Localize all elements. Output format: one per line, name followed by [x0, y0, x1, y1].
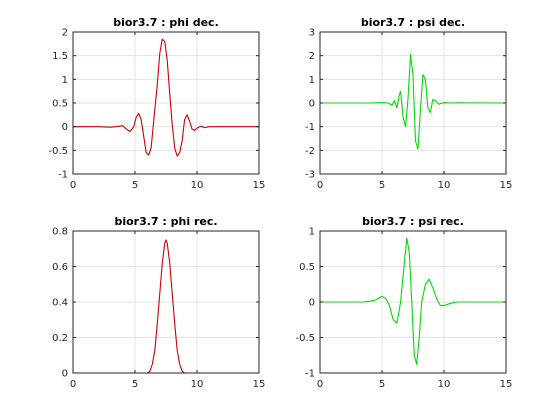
series-line	[73, 38, 259, 157]
x-tick-label: 0	[70, 180, 76, 191]
x-tick-label: 0	[70, 379, 76, 390]
y-tick-label: 0	[309, 99, 315, 110]
y-tick-label: 2	[309, 51, 315, 62]
y-tick-label: -3	[305, 170, 315, 181]
x-tick-label: 10	[438, 379, 451, 390]
x-tick-label: 0	[317, 180, 323, 191]
x-tick-label: 15	[253, 379, 266, 390]
y-tick-label: 2	[62, 28, 68, 39]
x-tick-label: 5	[379, 180, 385, 191]
x-tick-label: 10	[191, 180, 204, 191]
panel-psi-dec: bior3.7 : psi dec. 0 5 10 15 -3 -2 -1 0 1 2 3	[305, 16, 512, 191]
y-tick-label: -2	[305, 146, 315, 157]
y-tick-label: 0.6	[52, 262, 68, 273]
y-tick-label: 1	[62, 75, 68, 86]
y-tick-label: 0.5	[299, 262, 315, 273]
y-tick-label: 0.5	[52, 99, 68, 110]
series-line	[320, 53, 507, 150]
y-tick-label: 0	[309, 298, 315, 309]
y-tick-label: 0.4	[52, 298, 68, 309]
y-tick-label: 0.8	[52, 227, 68, 238]
x-tick-label: 5	[132, 180, 138, 191]
y-tick-label: -0.5	[295, 333, 315, 344]
panel-title: bior3.7 : phi dec.	[113, 16, 219, 29]
panel-title: bior3.7 : psi dec.	[361, 16, 465, 29]
x-tick-label: 0	[317, 379, 323, 390]
x-tick-label: 15	[500, 180, 513, 191]
y-tick-label: 0	[62, 122, 68, 133]
x-tick-label: 15	[500, 379, 513, 390]
panel-title: bior3.7 : psi rec.	[362, 215, 464, 228]
y-tick-label: 1	[309, 227, 315, 238]
y-tick-label: 1	[309, 75, 315, 86]
y-tick-label: 1.5	[52, 51, 68, 62]
panel-phi-rec: bior3.7 : phi rec. 0 5 10 15 0 0.2 0.4 0.6 0.8	[52, 215, 265, 390]
y-tick-label: -1	[305, 122, 315, 133]
x-tick-label: 15	[253, 180, 266, 191]
y-tick-label: -1	[305, 369, 315, 380]
y-tick-label: -0.5	[48, 146, 68, 157]
panel-psi-rec: bior3.7 : psi rec. 0 5 10 15 -1 -0.5 0 0.5 1	[295, 215, 512, 390]
x-tick-label: 5	[132, 379, 138, 390]
y-tick-label: 3	[309, 28, 315, 39]
y-tick-label: -1	[58, 170, 68, 181]
series-line	[73, 239, 259, 374]
y-tick-label: 0	[62, 369, 68, 380]
y-tick-label: 0.2	[52, 333, 68, 344]
panel-title: bior3.7 : phi rec.	[114, 215, 217, 228]
series-line	[320, 237, 506, 366]
x-tick-label: 10	[438, 180, 451, 191]
panel-phi-dec: bior3.7 : phi dec. 0 5 10 15 -1 -0.5 0 0.5 1 1.5 2	[48, 16, 265, 191]
x-tick-label: 5	[379, 379, 385, 390]
x-tick-label: 10	[191, 379, 204, 390]
